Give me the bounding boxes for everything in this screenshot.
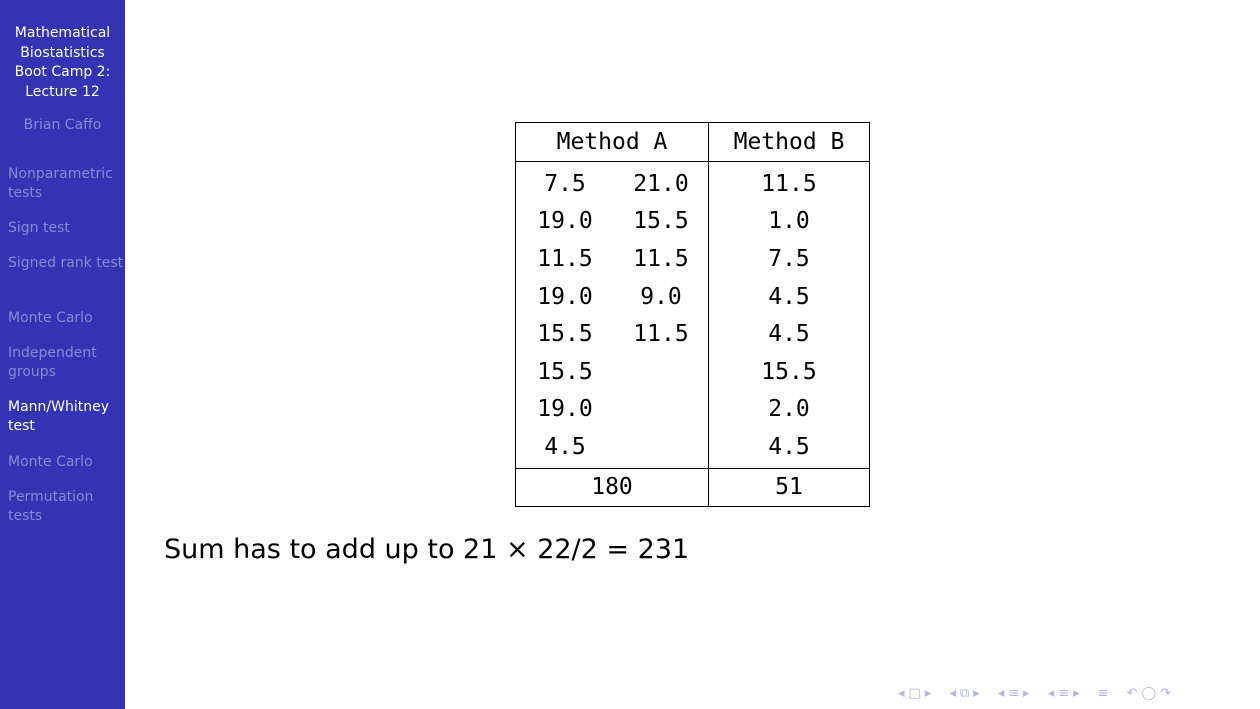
rank-value: 15.5 <box>537 358 593 385</box>
nav-prev-icon[interactable]: ◂ <box>1047 685 1055 701</box>
sidebar: Mathematical Biostatistics Boot Camp 2: … <box>0 0 125 709</box>
method-a-row: 11.5 11.5 <box>516 240 708 278</box>
nav-next-icon[interactable]: ▸ <box>1073 685 1080 701</box>
sidebar-item-nonparametric-tests[interactable]: Nonparametric tests <box>8 166 113 201</box>
sidebar-item-mann-whitney-test[interactable]: Mann/Whitney test <box>8 399 109 434</box>
nav-next-icon[interactable]: ▸ <box>973 685 980 701</box>
method-a-row: 15.5 <box>516 353 708 391</box>
rank-value: 15.5 <box>537 321 593 348</box>
header-method-a: Method A <box>515 122 709 162</box>
header-method-b: Method B <box>708 122 870 162</box>
table-header-row: Method A Method B <box>515 122 870 162</box>
presentation-icon[interactable]: ≡ <box>1058 685 1070 701</box>
sidebar-item-permutation-tests[interactable]: Permutation tests <box>8 489 94 524</box>
presentation-title[interactable]: Mathematical Biostatistics Boot Camp 2: … <box>0 24 125 102</box>
method-a-row: 19.0 <box>516 391 708 429</box>
rank-value: 11.5 <box>633 321 689 348</box>
method-a-row: 7.5 21.0 <box>516 165 708 203</box>
title-line: Boot Camp 2: <box>14 64 111 80</box>
rank-value: 2.0 <box>768 396 810 423</box>
rank-value: 15.5 <box>761 358 817 385</box>
title-line: Mathematical <box>14 25 111 41</box>
appendix-icon[interactable]: ≡ <box>1097 685 1109 701</box>
rank-value: 11.5 <box>761 170 817 197</box>
rank-table: Method A Method B 7.5 21.0 19.0 15.5 11.5 1… <box>515 122 870 507</box>
back-icon[interactable]: ↶ <box>1126 685 1138 701</box>
rank-value: 4.5 <box>768 433 810 460</box>
rank-value: 1.0 <box>768 208 810 235</box>
sidebar-item-monte-carlo-2[interactable]: Monte Carlo <box>8 454 93 470</box>
title-line: Lecture 12 <box>25 83 100 100</box>
rank-value: 19.0 <box>537 208 593 235</box>
table-row: 7.5 21.0 19.0 15.5 11.5 11.5 19.0 9.0 15.5 11… <box>515 161 870 469</box>
beamer-navigation-bar: ◂ □ ▸ ◂ ⧉ ▸ ◂ ≡ ▸ ◂ ≡ ▸ ≡ ↶ ◯ ↷ <box>898 684 1254 702</box>
nav-prev-icon[interactable]: ◂ <box>898 685 905 701</box>
sidebar-item-monte-carlo[interactable]: Monte Carlo <box>8 310 93 326</box>
nav-prev-icon[interactable]: ◂ <box>949 685 956 701</box>
title-line: Biostatistics <box>20 44 105 61</box>
rank-value: 11.5 <box>537 245 593 272</box>
search-icon[interactable]: ◯ <box>1141 685 1157 701</box>
method-a-sum: 180 <box>515 467 709 507</box>
rank-value: 7.5 <box>544 170 586 197</box>
rank-value: 4.5 <box>768 283 810 310</box>
method-a-row: 19.0 15.5 <box>516 203 708 241</box>
sidebar-item-independent-groups[interactable]: Independent groups <box>8 345 97 380</box>
sum-note: Sum has to add up to 21 × 22/2 = 231 <box>164 534 690 565</box>
method-a-row: 15.5 11.5 <box>516 315 708 353</box>
method-b-cell: 11.5 1.0 7.5 4.5 4.5 15.5 2.0 4.5 <box>708 161 870 469</box>
rank-value: 7.5 <box>768 245 810 272</box>
nav-next-icon[interactable]: ▸ <box>1023 685 1030 701</box>
method-a-row: 4.5 <box>516 428 708 466</box>
rank-value: 19.0 <box>537 396 593 423</box>
rank-value: 11.5 <box>633 245 689 272</box>
rank-value: 9.0 <box>640 283 682 310</box>
author-name[interactable]: Brian Caffo <box>23 117 102 133</box>
forward-icon[interactable]: ↷ <box>1160 685 1171 701</box>
method-a-cell: 7.5 21.0 19.0 15.5 11.5 11.5 19.0 9.0 15.5 11… <box>515 161 709 469</box>
frame-icon[interactable]: □ <box>908 685 921 701</box>
rank-value: 19.0 <box>537 283 593 310</box>
method-b-sum: 51 <box>708 467 870 507</box>
section-icon[interactable]: ≡ <box>1008 685 1020 701</box>
subsection-icon[interactable]: ⧉ <box>959 685 970 701</box>
rank-value: 4.5 <box>768 321 810 348</box>
nav-prev-icon[interactable]: ◂ <box>997 685 1005 701</box>
nav-next-icon[interactable]: ▸ <box>924 685 932 701</box>
sidebar-item-sign-test[interactable]: Sign test <box>8 220 70 236</box>
method-a-row: 19.0 9.0 <box>516 278 708 316</box>
rank-value: 21.0 <box>633 170 689 197</box>
rank-value: 4.5 <box>544 433 586 460</box>
sidebar-item-signed-rank-test[interactable]: Signed rank test <box>8 255 124 271</box>
sum-row: 180 51 <box>515 467 870 507</box>
rank-value: 15.5 <box>633 208 689 235</box>
